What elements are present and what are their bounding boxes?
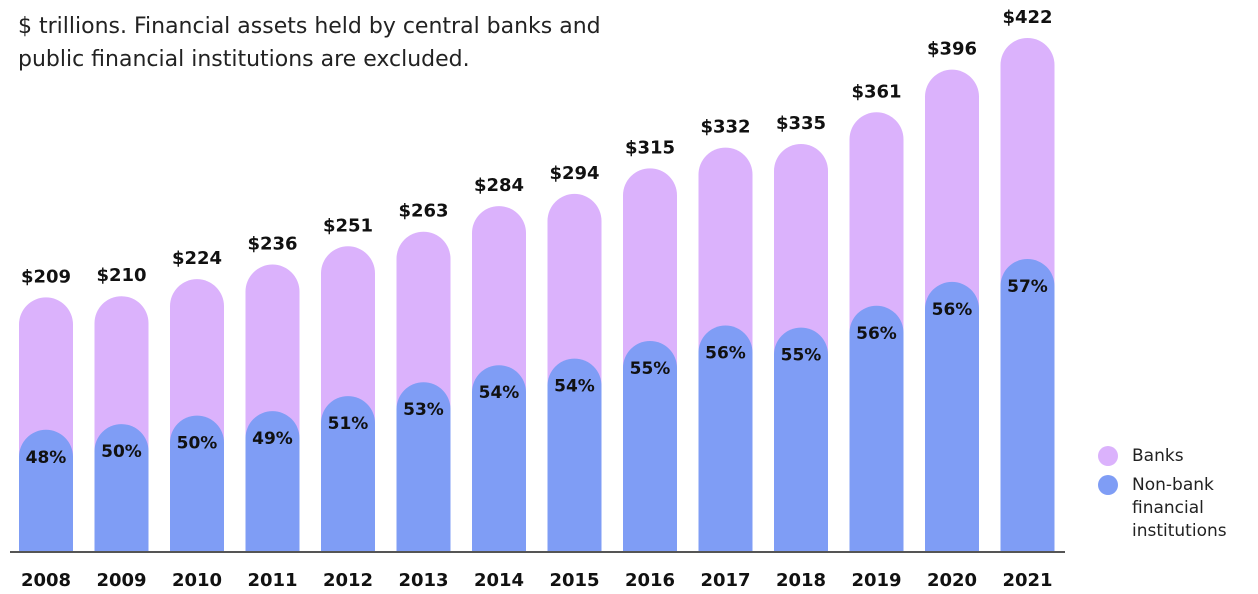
share-label: 56% [932,300,973,320]
total-label: $210 [96,265,146,286]
share-label: 57% [1007,277,1048,297]
nonbank-bar [1000,259,1055,552]
total-label: $236 [247,234,297,255]
share-label: 54% [554,377,595,397]
total-label: $209 [21,266,71,287]
legend-swatch [1098,475,1118,495]
nonbank-bar [849,305,904,552]
x-tick-label: 2019 [851,570,901,591]
total-label: $224 [172,248,222,269]
share-label: 56% [856,324,897,344]
nonbank-bar [774,327,828,552]
total-label: $332 [700,117,750,138]
x-tick-label: 2016 [625,570,675,591]
share-label: 56% [705,344,746,364]
share-label: 49% [252,429,293,449]
total-label: $335 [776,113,826,134]
legend-item: Banks [1098,445,1242,468]
total-label: $284 [474,175,524,196]
x-tick-label: 2021 [1002,570,1052,591]
x-tick-label: 2011 [247,570,297,591]
x-tick-label: 2008 [21,570,71,591]
share-label: 55% [781,346,822,366]
share-label: 54% [479,383,520,403]
share-label: 50% [101,442,142,462]
x-tick-label: 2014 [474,570,524,591]
total-label: $294 [549,163,599,184]
total-label: $422 [1002,7,1052,28]
nonbank-bar [925,281,979,552]
chart-subtitle: $ trillions. Financial assets held by ce… [18,14,601,72]
x-tick-label: 2009 [96,570,146,591]
legend: Banks Non-bank financial institutions [1098,445,1242,549]
x-tick-label: 2020 [927,570,977,591]
share-label: 55% [630,359,671,379]
nonbank-bar [623,340,677,552]
total-label: $396 [927,39,977,60]
x-tick-label: 2017 [700,570,750,591]
legend-label: Banks [1132,446,1184,466]
share-label: 51% [328,414,369,434]
x-tick-label: 2010 [172,570,222,591]
nonbank-bar [19,429,73,552]
nonbank-bar [245,411,300,552]
nonbank-bar [472,365,526,552]
nonbank-bar [170,415,224,552]
nonbank-bar [321,396,375,552]
nonbank-bar [94,424,149,552]
x-tick-label: 2012 [323,570,373,591]
legend-label: Non-bank financial institutions [1132,475,1227,541]
x-tick-label: 2018 [776,570,826,591]
legend-swatch [1098,446,1118,466]
legend-item: Non-bank financial institutions [1098,474,1242,543]
share-label: 53% [403,400,444,420]
x-tick-label: 2013 [398,570,448,591]
nonbank-bar [547,358,602,552]
total-label: $315 [625,137,675,158]
total-label: $251 [323,215,373,236]
share-label: 48% [26,448,67,468]
share-label: 50% [177,434,218,454]
nonbank-bar [698,325,753,552]
x-tick-label: 2015 [549,570,599,591]
total-label: $361 [851,81,901,102]
total-label: $263 [398,201,448,222]
nonbank-bar [396,382,451,552]
